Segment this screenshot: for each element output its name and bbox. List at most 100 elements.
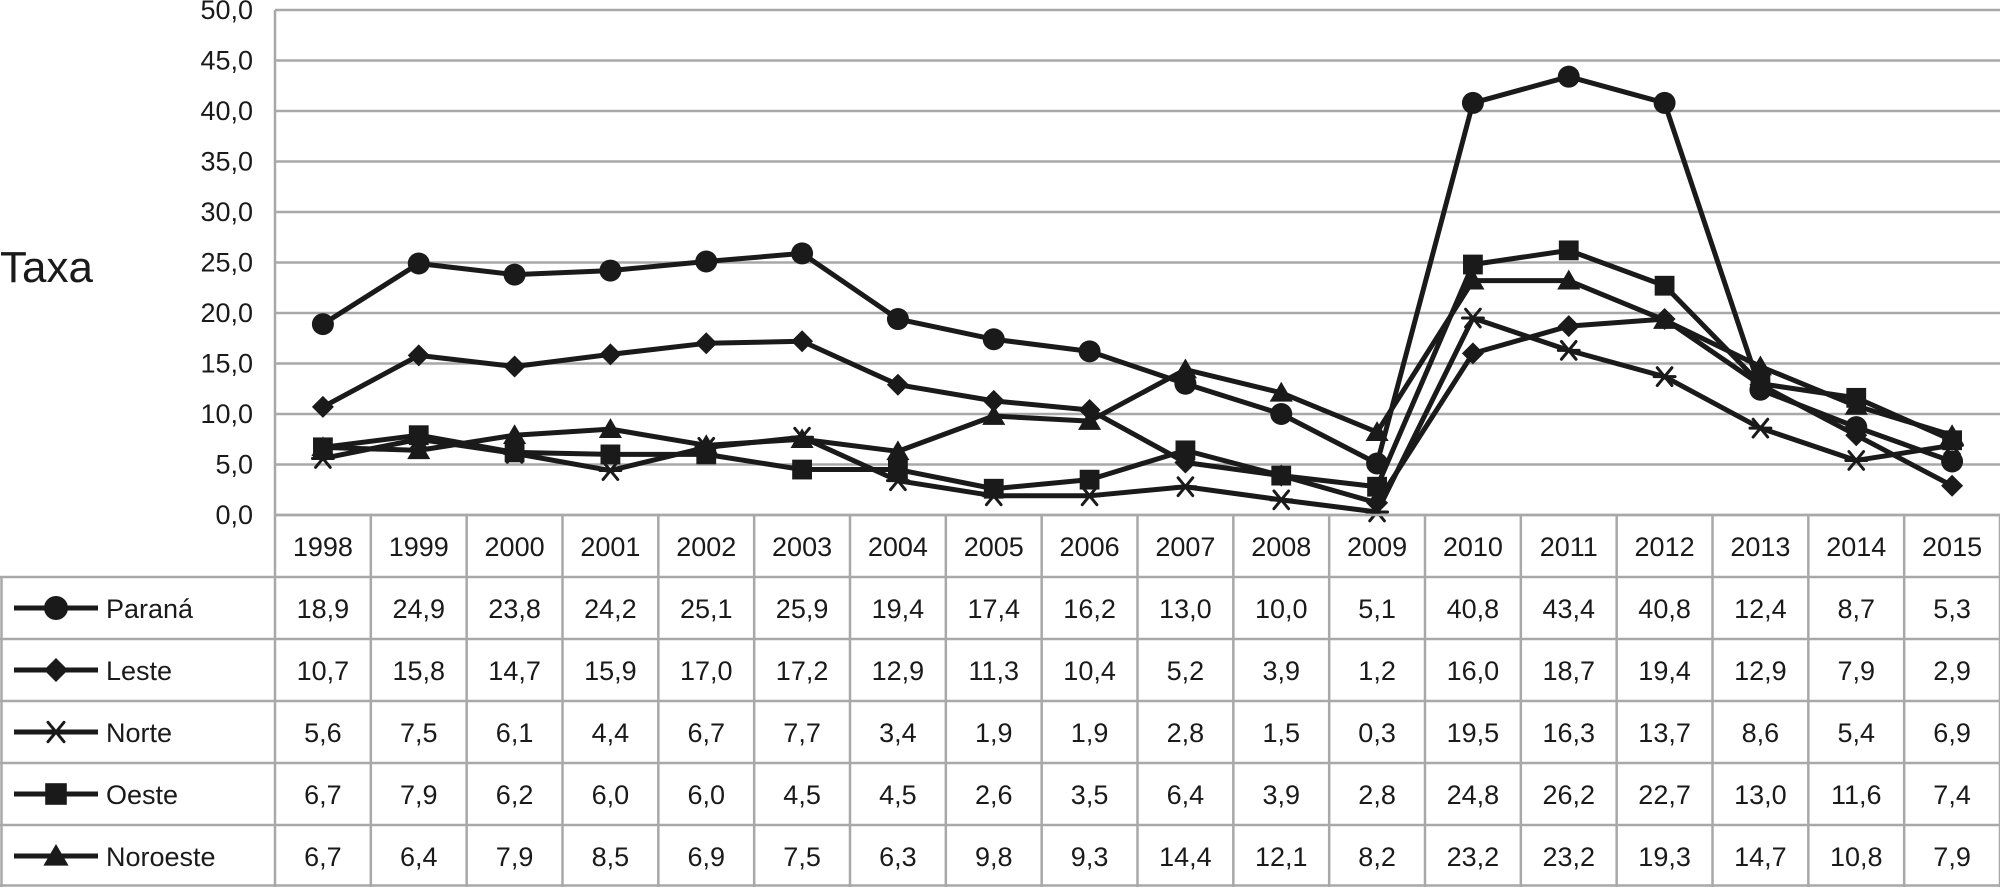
data-point: [790, 428, 814, 449]
data-label: 8,7: [1837, 594, 1875, 624]
data-label: 6,2: [496, 780, 534, 810]
y-tick-label: 5,0: [215, 450, 253, 480]
data-label: 2,9: [1933, 656, 1971, 686]
data-point: [1750, 373, 1771, 394]
data-label: 7,9: [1837, 656, 1875, 686]
data-label: 13,7: [1638, 718, 1691, 748]
data-label: 6,7: [304, 780, 342, 810]
data-label: 10,0: [1255, 594, 1308, 624]
data-label: 17,0: [680, 656, 733, 686]
data-point: [1558, 240, 1579, 261]
data-label: 23,8: [488, 594, 541, 624]
data-label: 5,2: [1167, 656, 1205, 686]
data-label: 7,9: [400, 780, 438, 810]
x-tick-label: 2013: [1730, 532, 1790, 562]
data-point: [791, 242, 814, 265]
data-label: 6,0: [592, 780, 630, 810]
x-tick-label: 2005: [964, 532, 1024, 562]
data-label: 12,9: [1734, 656, 1787, 686]
data-label: 6,3: [879, 842, 917, 872]
data-point: [311, 436, 335, 457]
data-label: 23,2: [1447, 842, 1500, 872]
data-label: 5,1: [1358, 594, 1396, 624]
data-point: [598, 460, 623, 481]
data-label: 7,9: [496, 842, 534, 872]
data-label: 5,4: [1837, 718, 1875, 748]
data-table: 1998 1999 2000 2001 2002 2003 2004 2005 2006 2007…: [0, 513, 2000, 887]
data-point: [791, 330, 814, 353]
data-point: [600, 444, 621, 465]
y-tick-label: 35,0: [200, 147, 253, 177]
data-label: 7,4: [1933, 780, 1971, 810]
data-label: 6,7: [304, 842, 342, 872]
x-tick-label: 2006: [1060, 532, 1120, 562]
data-point: [982, 389, 1005, 412]
data-label: 24,8: [1447, 780, 1500, 810]
data-label: 4,4: [592, 718, 630, 748]
data-label: 3,4: [879, 718, 917, 748]
legend-label: Oeste: [106, 780, 178, 810]
data-label: 10,8: [1830, 842, 1883, 872]
data-label: 25,9: [776, 594, 829, 624]
data-label: 10,4: [1063, 656, 1116, 686]
y-axis-label: Taxa: [0, 243, 93, 292]
data-point: [1365, 501, 1390, 523]
data-label: 8,6: [1742, 718, 1780, 748]
data-point: [408, 425, 429, 446]
data-label: 14,7: [488, 656, 541, 686]
data-point: [886, 440, 910, 461]
data-label: 16,2: [1063, 594, 1116, 624]
data-point: [503, 355, 526, 378]
data-point: [504, 442, 525, 463]
data-label: 12,1: [1255, 842, 1308, 872]
data-label: 8,5: [592, 842, 630, 872]
data-label: 12,4: [1734, 594, 1787, 624]
table-row: Noroeste 6,7 6,4 7,9 8,5 6,9 7,5 6,3 9,8 9,3 14,4 1…: [14, 842, 1971, 872]
data-label: 4,5: [783, 780, 821, 810]
data-label: 9,8: [975, 842, 1013, 872]
data-point: [886, 308, 909, 331]
y-tick-label: 40,0: [200, 96, 253, 126]
legend-marker: [43, 720, 69, 744]
data-point: [1173, 476, 1198, 498]
x-tick-label: 2002: [676, 532, 736, 562]
data-point: [311, 395, 334, 418]
data-point: [982, 328, 1005, 351]
data-point: [311, 313, 334, 336]
y-tick-label: 0,0: [215, 500, 253, 530]
legend-key-leste: [14, 658, 98, 682]
data-label: 6,7: [687, 718, 725, 748]
x-tick-label: 2009: [1347, 532, 1407, 562]
data-point: [1078, 340, 1101, 363]
legend-key-noroeste: [14, 844, 98, 866]
data-point: [1077, 485, 1102, 507]
data-label: 15,9: [584, 656, 637, 686]
data-label: 8,2: [1358, 842, 1396, 872]
data-label: 10,7: [297, 656, 350, 686]
legend-label: Paraná: [106, 594, 194, 624]
data-point: [1271, 465, 1292, 486]
x-tick-label: 2007: [1155, 532, 1215, 562]
data-label: 40,8: [1447, 594, 1500, 624]
series-line: [321, 74, 1953, 466]
data-point: [598, 418, 622, 438]
x-tick-label: 2003: [772, 532, 832, 562]
x-tick-label: 1998: [293, 532, 353, 562]
data-point: [1845, 424, 1868, 447]
data-label: 18,7: [1542, 656, 1595, 686]
data-label: 23,2: [1542, 842, 1595, 872]
data-point: [983, 478, 1004, 499]
legend-key-norte: [14, 720, 98, 744]
data-label: 3,5: [1071, 780, 1109, 810]
x-tick-label: 2008: [1251, 532, 1311, 562]
data-label: 2,6: [975, 780, 1013, 810]
data-label: 7,5: [783, 842, 821, 872]
data-label: 1,2: [1358, 656, 1396, 686]
series-oeste: [313, 240, 1962, 499]
data-label: 12,9: [872, 656, 925, 686]
data-point: [695, 332, 718, 355]
data-label: 1,9: [1071, 718, 1109, 748]
data-label: 17,2: [776, 656, 829, 686]
data-point: [1079, 469, 1100, 490]
data-point: [1654, 275, 1675, 296]
